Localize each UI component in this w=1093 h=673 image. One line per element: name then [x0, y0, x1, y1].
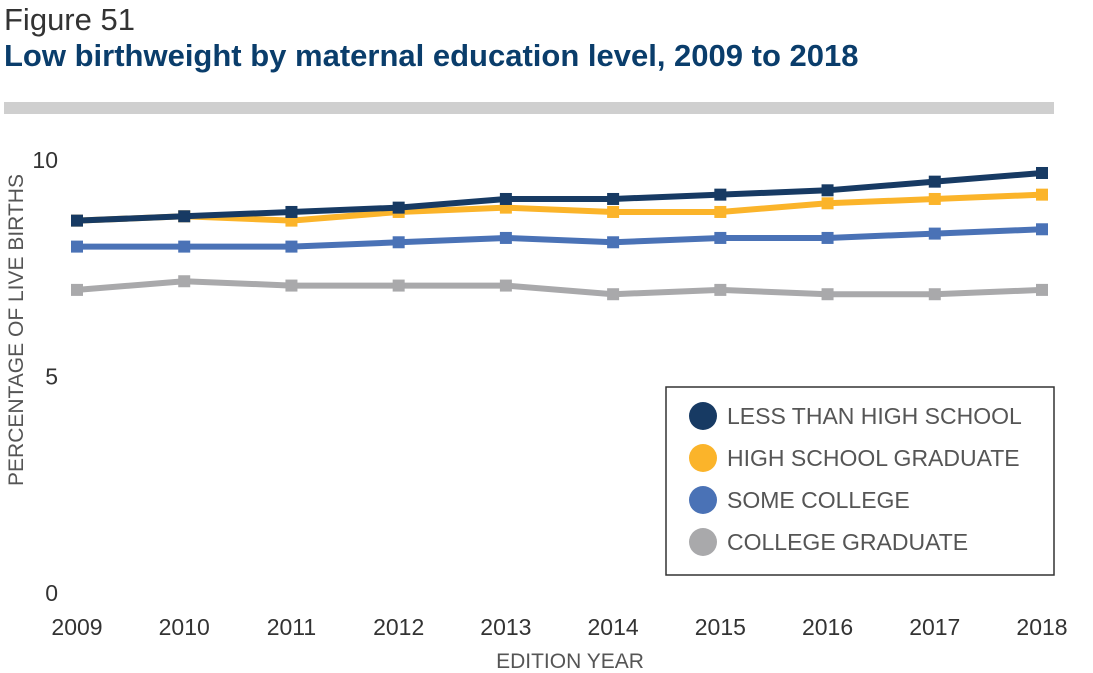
data-point: [71, 214, 83, 227]
legend-box: [665, 386, 1055, 576]
data-point: [392, 236, 405, 249]
data-point: [178, 275, 191, 288]
data-point: [821, 231, 834, 244]
x-tick-label: 2017: [909, 614, 960, 640]
data-point: [821, 197, 834, 210]
data-point: [178, 210, 191, 223]
y-tick-label: 10: [32, 147, 58, 173]
data-point: [392, 201, 405, 214]
legend-swatch: [689, 528, 717, 556]
data-point: [928, 288, 941, 301]
data-point: [392, 279, 405, 292]
data-point: [285, 279, 298, 292]
data-point: [1036, 166, 1048, 179]
series-line: [76, 278, 1043, 298]
data-point: [178, 240, 191, 253]
series-less-than-high-school: [71, 166, 1048, 227]
x-axis-label: EDITION YEAR: [496, 650, 644, 673]
data-point: [499, 192, 512, 205]
data-point: [1036, 223, 1048, 236]
y-axis-label: PERCENTAGE OF LIVE BIRTHS: [5, 174, 28, 486]
data-point: [1036, 283, 1048, 296]
data-point: [714, 188, 727, 201]
legend-swatch: [689, 444, 717, 472]
data-point: [714, 231, 727, 244]
x-tick-label: 2012: [373, 614, 424, 640]
x-tick-label: 2013: [480, 614, 531, 640]
data-point: [1036, 188, 1048, 201]
data-point: [607, 192, 620, 205]
data-point: [71, 283, 83, 296]
data-point: [499, 279, 512, 292]
x-tick-label: 2015: [695, 614, 746, 640]
data-point: [71, 240, 83, 253]
data-point: [607, 288, 620, 301]
data-point: [285, 240, 298, 253]
legend-label: HIGH SCHOOL GRADUATE: [727, 445, 1020, 471]
data-point: [607, 205, 620, 218]
legend-swatch: [689, 402, 717, 430]
series-high-school-graduate: [71, 188, 1048, 227]
series-line: [76, 191, 1043, 224]
data-point: [928, 192, 941, 205]
data-point: [821, 184, 834, 197]
y-axis-ticks: 0 5 10: [32, 147, 58, 606]
x-tick-label: 2010: [159, 614, 210, 640]
chart-title: Low birthweight by maternal education le…: [4, 38, 859, 73]
data-point: [928, 175, 941, 188]
legend-label: COLLEGE GRADUATE: [727, 529, 968, 555]
data-point: [607, 236, 620, 249]
data-point: [821, 288, 834, 301]
legend-label: SOME COLLEGE: [727, 487, 910, 513]
legend-swatch: [689, 486, 717, 514]
series-line: [77, 226, 1043, 250]
figure-label: Figure 51: [4, 2, 135, 37]
x-tick-label: 2018: [1016, 614, 1067, 640]
data-point: [285, 205, 298, 218]
y-tick-label: 0: [45, 580, 58, 606]
data-point: [499, 231, 512, 244]
x-tick-label: 2009: [51, 614, 102, 640]
series-some-college: [71, 223, 1048, 253]
series-college-graduate: [71, 275, 1048, 301]
x-tick-label: 2016: [802, 614, 853, 640]
legend-label: LESS THAN HIGH SCHOOL: [727, 403, 1022, 429]
x-axis-ticks: 2009 2010 2011 2012 2013 2014 2015 2016 2017 2018: [51, 614, 1067, 640]
series-line: [76, 169, 1043, 224]
legend: LESS THAN HIGH SCHOOL HIGH SCHOOL GRADUAT…: [665, 386, 1055, 576]
data-point: [928, 227, 941, 240]
title-divider: [4, 102, 1054, 114]
legend-items: LESS THAN HIGH SCHOOL HIGH SCHOOL GRADUAT…: [689, 402, 1022, 556]
y-tick-label: 5: [45, 364, 58, 390]
data-point: [714, 283, 727, 296]
data-point: [714, 205, 727, 218]
series-layer: [71, 166, 1048, 301]
x-tick-label: 2011: [267, 614, 316, 640]
x-tick-label: 2014: [588, 614, 639, 640]
